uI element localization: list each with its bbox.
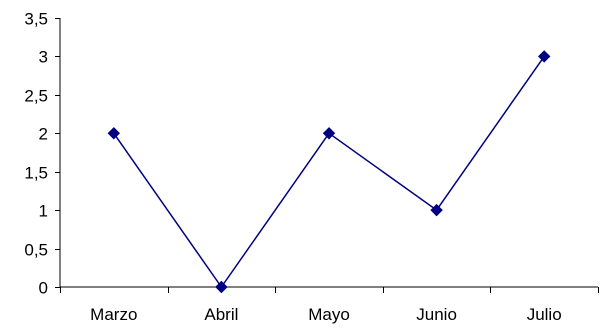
data-point [215, 280, 228, 294]
y-tick-label: 1,5 [24, 164, 48, 183]
x-tick-label: Junio [416, 305, 457, 324]
y-tick-label: 3 [39, 48, 48, 67]
y-tick-label: 0 [39, 279, 48, 298]
data-point [537, 50, 551, 63]
y-tick-label: 2 [39, 125, 48, 144]
x-tick-label: Abril [204, 305, 238, 324]
data-point [107, 127, 121, 140]
series [107, 50, 551, 294]
y-tick-label: 2,5 [24, 87, 48, 106]
data-point [430, 203, 443, 217]
axes [55, 18, 599, 293]
y-tick-label: 0,5 [24, 241, 48, 260]
data-point [322, 127, 336, 140]
tick-labels: 0 0,5 1 1,5 2 2,5 3 3,5 Marzo Abril Mayo Junio Julio [24, 10, 561, 325]
y-tick-label: 1 [39, 202, 48, 221]
series-line [113, 55, 545, 289]
x-tick-label: Julio [527, 305, 562, 324]
x-tick-label: Marzo [90, 305, 137, 324]
y-tick-label: 3,5 [24, 10, 48, 29]
x-tick-label: Mayo [308, 305, 350, 324]
